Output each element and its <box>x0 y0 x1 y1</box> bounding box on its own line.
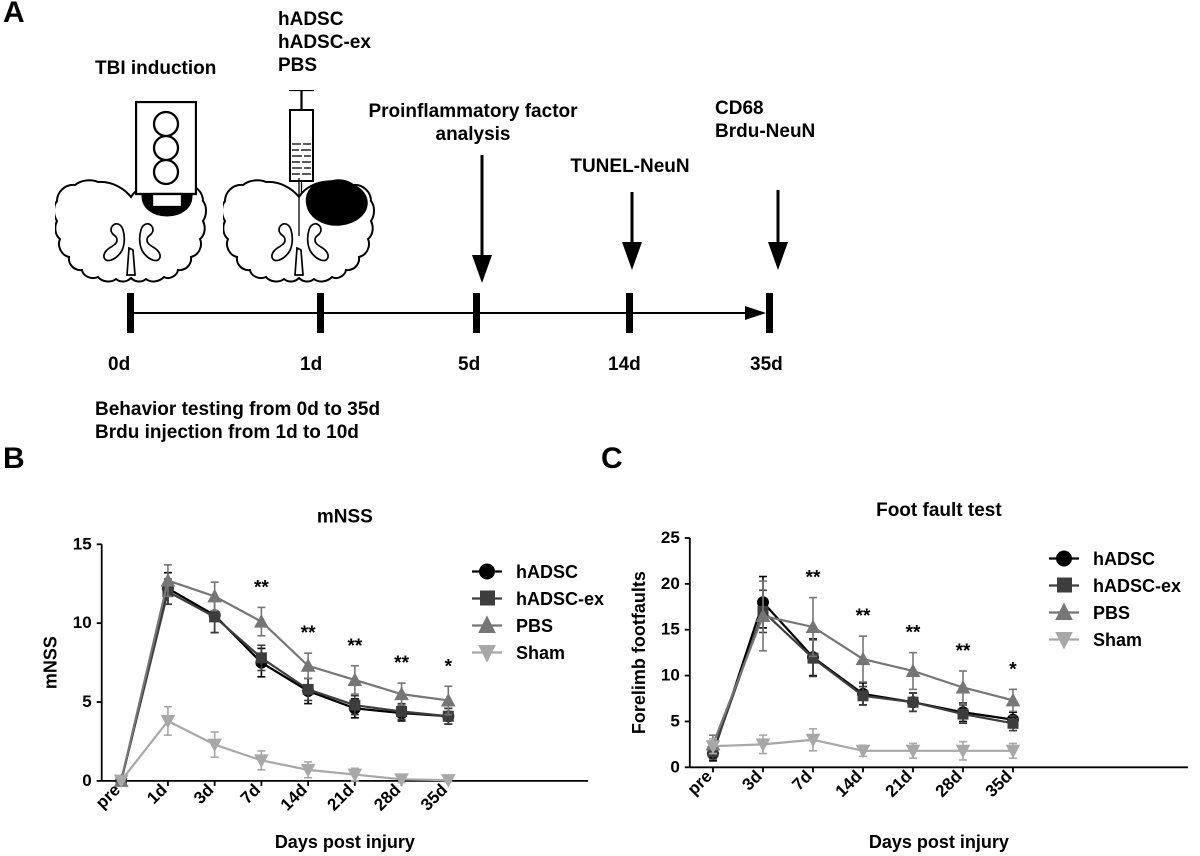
svg-text:**: ** <box>301 623 316 644</box>
svg-text:25: 25 <box>661 528 680 547</box>
svg-text:3d: 3d <box>738 767 765 794</box>
svg-text:mNSS: mNSS <box>41 636 61 689</box>
svg-text:7d: 7d <box>788 767 815 794</box>
svg-text:**: ** <box>956 641 971 662</box>
svg-text:3d: 3d <box>190 780 217 807</box>
svg-text:15: 15 <box>73 534 92 553</box>
svg-text:**: ** <box>806 568 821 589</box>
svg-text:Sham: Sham <box>516 643 565 663</box>
svg-text:hADSC: hADSC <box>1093 549 1155 569</box>
svg-text:*: * <box>445 656 453 677</box>
svg-text:**: ** <box>394 653 409 674</box>
svg-text:Days post injury: Days post injury <box>275 832 415 852</box>
svg-text:10: 10 <box>661 666 680 685</box>
svg-text:5: 5 <box>82 692 91 711</box>
svg-text:0: 0 <box>670 757 679 776</box>
svg-text:hADSC-ex: hADSC-ex <box>516 589 604 609</box>
svg-text:PBS: PBS <box>516 616 553 636</box>
svg-text:28d: 28d <box>932 767 966 801</box>
svg-text:**: ** <box>906 623 921 644</box>
svg-text:5: 5 <box>670 711 679 730</box>
svg-text:PBS: PBS <box>1093 603 1130 623</box>
svg-text:14d: 14d <box>277 780 311 814</box>
svg-text:*: * <box>1009 659 1017 680</box>
svg-text:1d: 1d <box>143 780 170 807</box>
svg-text:pre: pre <box>684 767 716 799</box>
svg-text:35d: 35d <box>417 780 451 814</box>
svg-text:21d: 21d <box>882 767 916 801</box>
svg-text:28d: 28d <box>370 780 404 814</box>
svg-text:**: ** <box>254 577 269 598</box>
svg-text:hADSC: hADSC <box>516 562 578 582</box>
svg-text:14d: 14d <box>832 767 866 801</box>
svg-text:Days post injury: Days post injury <box>869 832 1009 852</box>
svg-text:Sham: Sham <box>1093 630 1142 650</box>
svg-text:15: 15 <box>661 620 680 639</box>
svg-text:Forelimb footfaults: Forelimb footfaults <box>629 571 649 734</box>
svg-text:**: ** <box>856 606 871 627</box>
svg-text:Foot fault test: Foot fault test <box>876 500 1002 521</box>
svg-text:7d: 7d <box>237 780 264 807</box>
svg-text:**: ** <box>347 636 362 657</box>
svg-text:0: 0 <box>82 771 91 790</box>
svg-text:mNSS: mNSS <box>317 506 373 527</box>
svg-text:20: 20 <box>661 574 680 593</box>
svg-text:hADSC-ex: hADSC-ex <box>1093 576 1181 596</box>
svg-text:21d: 21d <box>324 780 358 814</box>
svg-text:10: 10 <box>73 613 92 632</box>
svg-text:35d: 35d <box>982 767 1016 801</box>
